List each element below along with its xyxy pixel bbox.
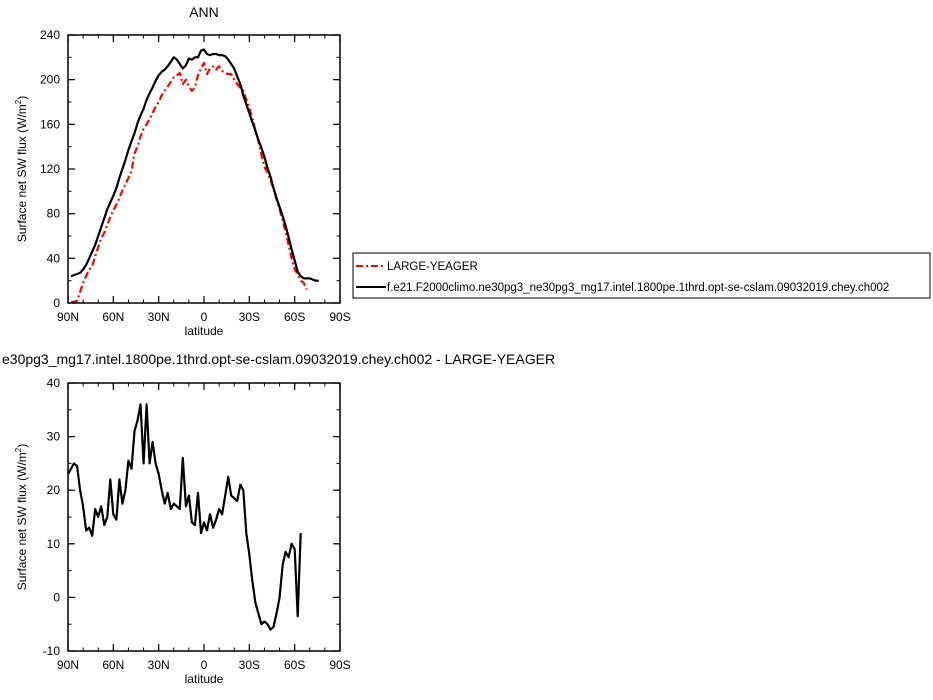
x-tick-label: 60N [102, 658, 124, 672]
y-axis-label-superscript: 2 [14, 99, 23, 104]
x-tick-label: 90N [57, 310, 79, 324]
legend-label-1: LARGE-YEAGER [387, 261, 478, 273]
x-tick-label: 90S [329, 310, 350, 324]
x-axis-label: latitude [185, 324, 224, 338]
y-axis-label-main: Surface net SW flux (W/m [15, 104, 29, 242]
y-tick-label: 0 [53, 296, 60, 310]
x-tick-label: 60S [284, 310, 305, 324]
y-tick-label: 0 [53, 590, 60, 604]
legend: LARGE-YEAGER f.e21.F2000climo.ne30pg3_ne3… [352, 252, 931, 299]
y-axis-label-superscript: 2 [14, 447, 23, 452]
y-axis-label-tail: ) [15, 444, 29, 448]
x-tick-label: 30N [148, 658, 170, 672]
y-tick-label: 80 [47, 207, 61, 221]
x-tick-label: 30S [239, 310, 260, 324]
y-tick-label: 20 [47, 483, 61, 497]
plot-frame [67, 34, 341, 304]
legend-box [352, 252, 931, 299]
chart-title: ANN [189, 4, 219, 20]
x-tick-label: 0 [201, 658, 208, 672]
chart-panel-1: 90N 60N 30N 0 30S 60S 90S 0 40 80 120 160 200 240 ANN l… [14, 4, 351, 338]
chart-panel-2: 90N 60N 30N 0 30S 60S 90S -10 0 10 20 30 40 e30pg3_mg… [2, 351, 555, 686]
series-line-1-2 [70, 48, 319, 282]
y-axis-label: Surface net SW flux (W/m2) [14, 96, 29, 242]
y-axis-label: Surface net SW flux (W/m2) [14, 444, 29, 590]
y-tick-label: 240 [40, 28, 60, 42]
x-tick-label: 30S [239, 658, 260, 672]
y-tick-label: 10 [47, 537, 61, 551]
series-line-1-1 [71, 61, 308, 303]
y-axis-label-main: Surface net SW flux (W/m [15, 452, 29, 590]
y-tick-label: 30 [47, 430, 61, 444]
x-axis-label: latitude [185, 672, 224, 686]
x-tick-label: 60N [102, 310, 124, 324]
x-tick-label: 60S [284, 658, 305, 672]
y-tick-label: 40 [47, 376, 61, 390]
y-axis-label-tail: ) [15, 96, 29, 100]
x-tick-label: 30N [148, 310, 170, 324]
y-tick-label: 200 [40, 73, 60, 87]
x-tick-label: 0 [201, 310, 208, 324]
series-line-2-1 [67, 403, 302, 631]
y-tick-label: -10 [43, 644, 61, 658]
x-tick-label: 90N [57, 658, 79, 672]
legend-label-2: f.e21.F2000climo.ne30pg3_ne30pg3_mg17.in… [387, 282, 889, 294]
plot-frame [67, 382, 341, 652]
y-tick-label: 120 [40, 162, 60, 176]
y-tick-label: 40 [47, 251, 61, 265]
x-tick-label: 90S [329, 658, 350, 672]
y-tick-label: 160 [40, 117, 60, 131]
chart-title: e30pg3_mg17.intel.1800pe.1thrd.opt-se-cs… [2, 351, 555, 367]
